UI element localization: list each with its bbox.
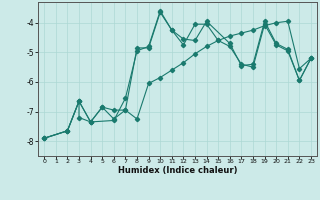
X-axis label: Humidex (Indice chaleur): Humidex (Indice chaleur) (118, 166, 237, 175)
